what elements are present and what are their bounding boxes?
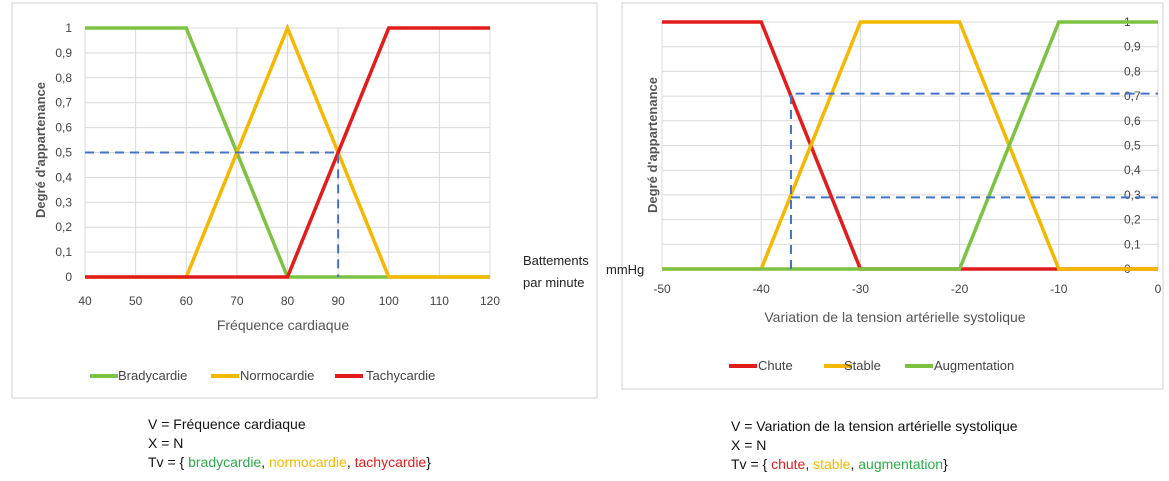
guide-lines — [789, 92, 1158, 269]
caption-terms-suffix: } — [426, 454, 431, 470]
caption-term-stable: stable — [813, 456, 851, 472]
legend-item-chute: Chute — [729, 358, 793, 373]
unit-label-line-1: Battements — [523, 253, 589, 268]
y-tick-label: 1 — [65, 21, 72, 35]
x-tick-label: 0 — [1155, 282, 1162, 296]
legend: Chute Stable Augmentation — [729, 358, 1014, 373]
caption-variable-line: V = Fréquence cardiaque — [148, 416, 306, 432]
x-tick-label: 70 — [230, 294, 244, 308]
legend-label: Normocardie — [240, 368, 314, 383]
x-tick-label: 60 — [180, 294, 194, 308]
caption-term-bradycardie: bradycardie — [188, 454, 262, 470]
y-tick-label: 0,8 — [1124, 64, 1141, 78]
legend-label: Bradycardie — [118, 368, 187, 383]
y-axis-title: Degré d'appartenance — [33, 82, 48, 218]
heart-rate-chart: 40 50 60 70 80 90 100 110 120 0 0,1 0,2 0,3 0,4 0,5 0,… — [11, 2, 598, 399]
legend-item-tachycardie: Tachycardie — [335, 368, 435, 383]
caption-terms-line: Tv = { chute, stable, augmentation} — [731, 455, 1018, 474]
y-tick-label: 0,9 — [55, 46, 72, 60]
x-tick-label: -40 — [753, 282, 771, 296]
x-tick-label: 40 — [78, 294, 92, 308]
x-tick-label: 100 — [379, 294, 399, 308]
legend-label: Tachycardie — [366, 368, 435, 383]
x-axis-ticks: -50 -40 -30 -20 -10 0 — [653, 282, 1161, 296]
dashed-guide-line — [85, 151, 340, 277]
caption-domain-line: X = N — [148, 435, 184, 451]
legend-item-normocardie: Normocardie — [211, 368, 314, 383]
y-tick-label: 0,5 — [55, 146, 72, 160]
y-axis-title: Degré d'appartenance — [645, 77, 660, 213]
legend-item-augmentation: Augmentation — [905, 358, 1014, 373]
x-tick-label: 90 — [331, 294, 345, 308]
legend-label: Chute — [758, 358, 793, 373]
caption-term-tachycardie: tachycardie — [354, 454, 427, 470]
unit-label-line-2: par minute — [523, 275, 584, 290]
x-tick-label: 80 — [281, 294, 295, 308]
caption-term-normocardie: normocardie — [269, 454, 347, 470]
blood-pressure-chart: -50 -40 -30 -20 -10 0 0 0,1 0,2 0,3 0,4 0,5 0,6 0,7 0… — [606, 2, 1164, 390]
caption-domain-line: X = N — [731, 437, 767, 453]
x-axis-title: Fréquence cardiaque — [217, 317, 350, 333]
legend-item-bradycardie: Bradycardie — [90, 368, 187, 383]
caption-terms-line: Tv = { bradycardie, normocardie, tachyca… — [148, 453, 431, 472]
y-tick-label: 0,3 — [1124, 188, 1141, 202]
caption-blood-pressure: V = Variation de la tension artérielle s… — [731, 417, 1018, 474]
y-tick-label: 0,9 — [1124, 40, 1141, 54]
y-tick-label: 0,4 — [55, 170, 72, 184]
y-tick-label: 0,2 — [55, 220, 72, 234]
x-tick-label: -30 — [852, 282, 870, 296]
x-axis-ticks: 40 50 60 70 80 90 100 110 120 — [78, 294, 500, 308]
x-tick-label: -50 — [653, 282, 671, 296]
x-tick-label: -20 — [951, 282, 969, 296]
y-tick-label: 0,6 — [1124, 114, 1141, 128]
caption-term-separator: , — [261, 454, 270, 470]
caption-terms-suffix: } — [943, 456, 948, 472]
series-lines — [662, 20, 1158, 271]
x-tick-label: 120 — [480, 294, 500, 308]
x-tick-label: -10 — [1050, 282, 1068, 296]
legend-item-stable: Stable — [824, 358, 881, 373]
guide-lines — [85, 151, 340, 277]
legend: Bradycardie Normocardie Tachycardie — [90, 368, 435, 383]
caption-terms-prefix: Tv = { — [731, 456, 772, 472]
caption-term-separator: , — [805, 456, 814, 472]
y-tick-label: 0,1 — [55, 245, 72, 259]
y-tick-label: 0,2 — [1124, 213, 1141, 227]
caption-terms-prefix: Tv = { — [148, 454, 189, 470]
y-tick-label: 0,6 — [55, 121, 72, 135]
series-line-tachycardie — [85, 26, 490, 279]
caption-term-separator: , — [850, 456, 859, 472]
y-tick-label: 0,7 — [55, 96, 72, 110]
x-tick-label: 110 — [430, 294, 449, 308]
legend-label: Stable — [844, 358, 881, 373]
y-tick-label: 0,4 — [1124, 163, 1141, 177]
y-tick-label: 0,5 — [1124, 139, 1141, 153]
caption-variable-line: V = Variation de la tension artérielle s… — [731, 418, 1018, 434]
legend-label: Augmentation — [934, 358, 1014, 373]
x-tick-label: 50 — [129, 294, 143, 308]
unit-label: mmHg — [606, 262, 644, 277]
caption-term-separator: , — [346, 454, 355, 470]
x-axis-title: Variation de la tension artérielle systo… — [764, 309, 1025, 325]
y-tick-label: 0,7 — [1124, 89, 1141, 103]
y-tick-label: 0,8 — [55, 71, 72, 85]
caption-term-chute: chute — [771, 456, 806, 472]
caption-term-augmentation: augmentation — [858, 456, 944, 472]
dashed-guide-line — [789, 92, 1158, 269]
y-axis-ticks: 0 0,1 0,2 0,3 0,4 0,5 0,6 0,7 0,8 0,9 1 — [55, 21, 72, 284]
chart-frame — [621, 2, 1164, 390]
y-tick-label: 0 — [65, 270, 72, 284]
y-tick-label: 0,3 — [55, 195, 72, 209]
y-tick-label: 0,1 — [1124, 237, 1141, 251]
series-line-augmentation — [662, 20, 1158, 271]
chart-frame — [11, 2, 598, 399]
caption-heart-rate: V = Fréquence cardiaque X = N Tv = { bra… — [148, 415, 431, 472]
